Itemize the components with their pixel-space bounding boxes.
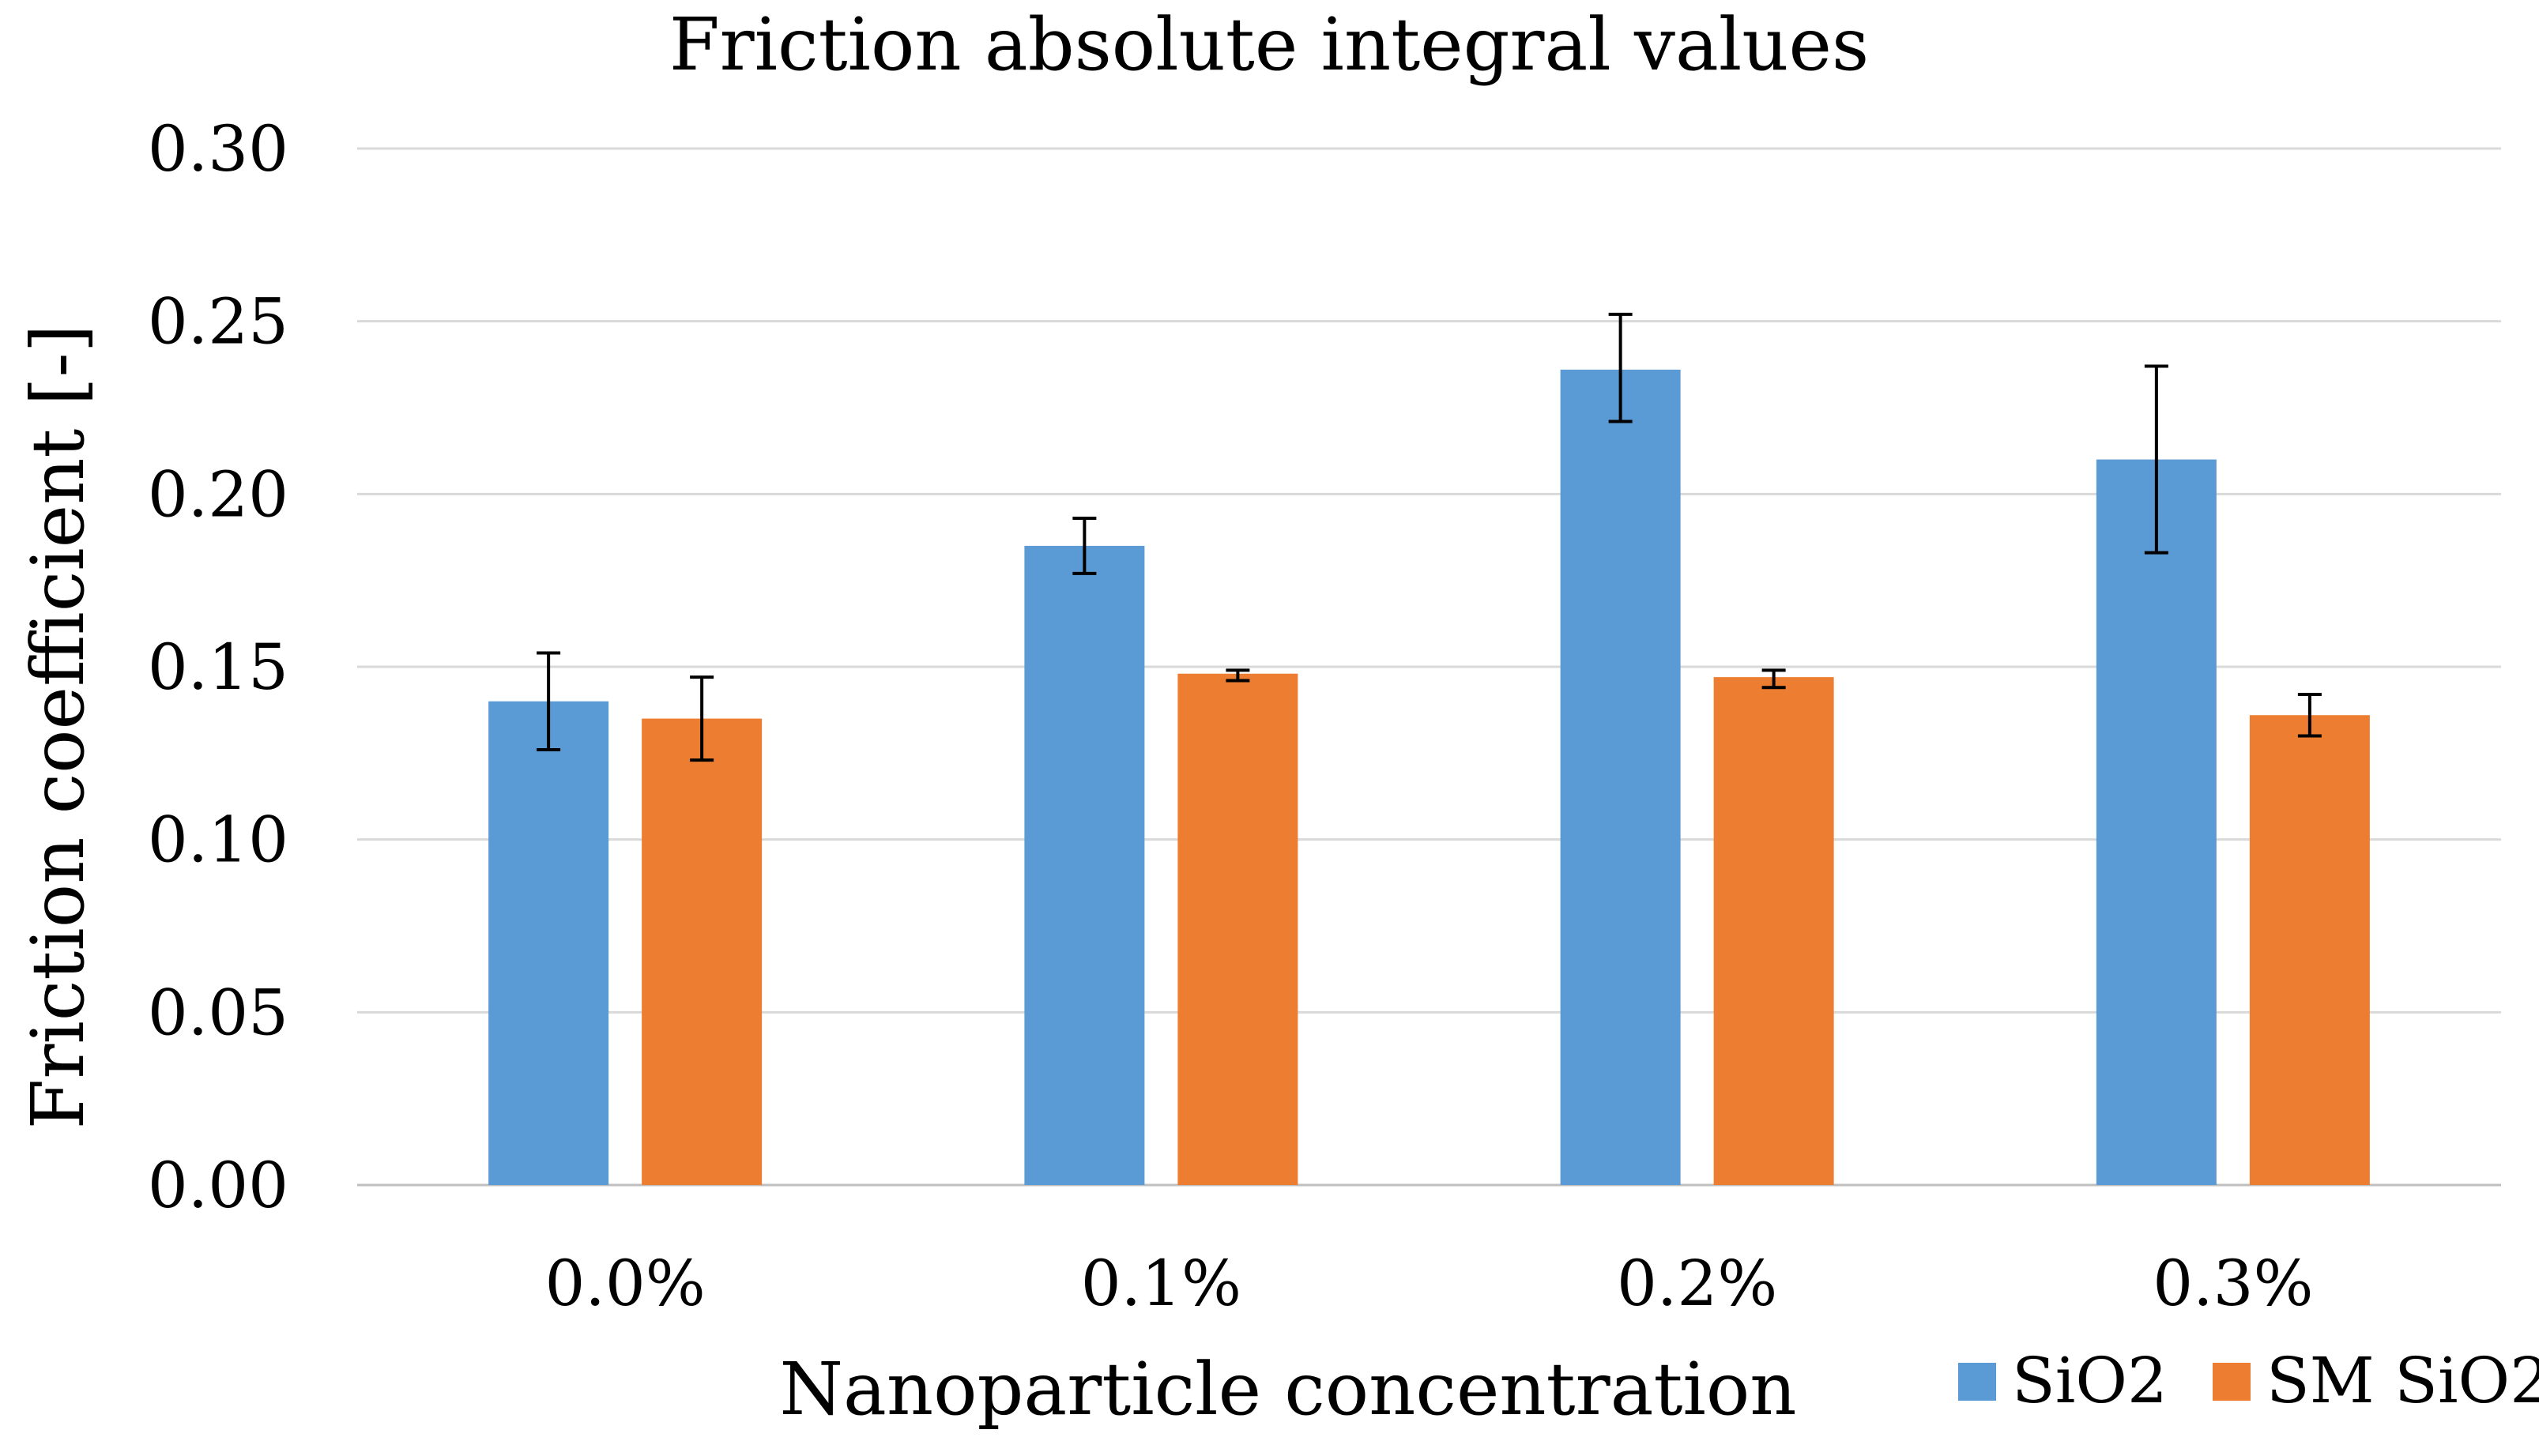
bar-sm-sio2-1 [1177, 673, 1298, 1185]
y-tick-label: 0.05 [148, 976, 288, 1049]
legend: SiO2 SM SiO2 [1958, 1344, 2539, 1417]
bar-sio2-1 [1024, 545, 1145, 1185]
y-tick-label: 0.25 [148, 285, 288, 359]
x-tick-label: 0.2% [1617, 1247, 1777, 1320]
error-bars [537, 312, 2322, 762]
x-tick-label: 0.1% [1081, 1247, 1241, 1320]
chart-title: Friction absolute integral values [669, 2, 1869, 87]
y-tick-label: 0.15 [148, 630, 288, 704]
bar-sio2-3 [2096, 459, 2217, 1185]
bar-sio2-2 [1560, 369, 1681, 1186]
x-tick-label: 0.0% [545, 1247, 706, 1320]
y-axis-ticks: 0.00 0.05 0.10 0.15 0.20 0.25 0.30 [148, 112, 288, 1222]
y-axis-label: Friction coefficient [-] [16, 325, 100, 1130]
bars [488, 369, 2370, 1186]
y-tick-label: 0.30 [148, 112, 288, 186]
legend-swatch [2213, 1363, 2251, 1401]
y-tick-label: 0.20 [148, 457, 288, 531]
y-tick-label: 0.10 [148, 803, 288, 877]
legend-label: SiO2 [2012, 1344, 2168, 1417]
bar-sm-sio2-2 [1713, 677, 1834, 1185]
legend-label: SM SiO2 [2266, 1344, 2539, 1417]
x-tick-label: 0.3% [2153, 1247, 2313, 1320]
bar-sio2-0 [488, 701, 609, 1185]
bar-sm-sio2-3 [2249, 715, 2370, 1185]
legend-swatch [1958, 1363, 1996, 1401]
x-axis-ticks: 0.0% 0.1% 0.2% 0.3% [545, 1247, 2314, 1320]
y-tick-label: 0.00 [148, 1149, 288, 1222]
bar-sm-sio2-0 [642, 718, 763, 1185]
x-axis-label: Nanoparticle concentration [780, 1347, 1797, 1432]
